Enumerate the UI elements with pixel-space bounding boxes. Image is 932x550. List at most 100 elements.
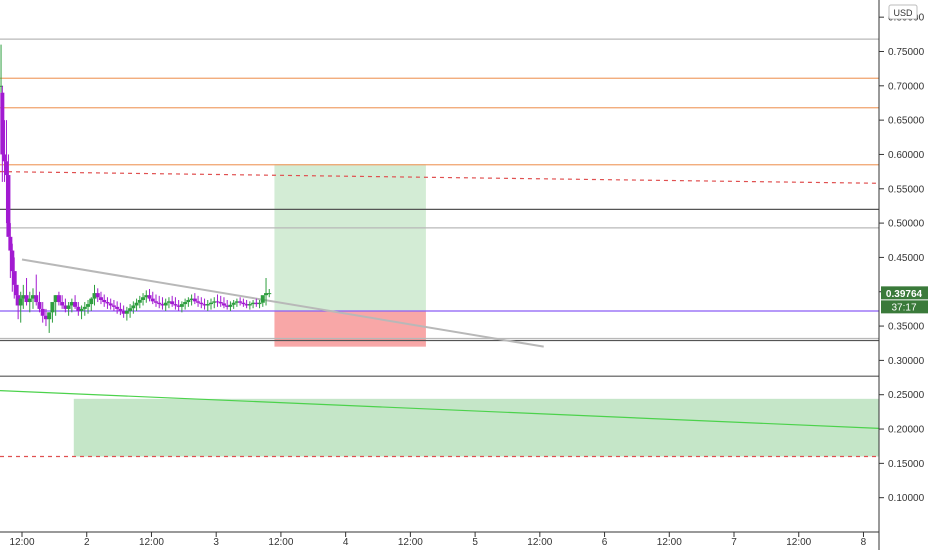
- candle-39[interactable]: [111, 299, 116, 311]
- candle-29[interactable]: [79, 305, 84, 320]
- candle-15[interactable]: [34, 274, 39, 306]
- candle-36[interactable]: [102, 294, 107, 307]
- candle-30[interactable]: [82, 302, 87, 316]
- candle-38[interactable]: [108, 298, 113, 310]
- candle-23[interactable]: [60, 295, 65, 309]
- candle-78[interactable]: [238, 297, 243, 306]
- candle-59[interactable]: [176, 299, 181, 311]
- candle-26[interactable]: [69, 298, 74, 313]
- candle-53[interactable]: [157, 295, 162, 309]
- candle-42[interactable]: [121, 305, 126, 318]
- candle-34[interactable]: [95, 288, 100, 303]
- candle-1[interactable]: [0, 85, 5, 182]
- candle-10[interactable]: [18, 291, 23, 323]
- candle-13[interactable]: [27, 291, 32, 313]
- price-tick-label: 0.30000: [888, 356, 925, 367]
- candle-74[interactable]: [225, 299, 230, 310]
- candle-32[interactable]: [89, 297, 94, 311]
- trend-line-2[interactable]: [21, 258, 544, 348]
- candle-35[interactable]: [98, 291, 103, 305]
- candle-body: [66, 305, 71, 309]
- candle-43[interactable]: [124, 306, 129, 321]
- candle-79[interactable]: [241, 298, 246, 307]
- candle-66[interactable]: [199, 297, 204, 309]
- candle-28[interactable]: [76, 302, 81, 316]
- trend-line-0[interactable]: [0, 389, 880, 429]
- candle-84[interactable]: [257, 299, 262, 309]
- candle-17[interactable]: [40, 302, 45, 323]
- candle-46[interactable]: [134, 298, 139, 311]
- candle-25[interactable]: [66, 302, 71, 316]
- candle-80[interactable]: [244, 299, 249, 309]
- price-tick-label: 0.65000: [888, 116, 925, 127]
- candle-11[interactable]: [21, 284, 26, 309]
- candle-58[interactable]: [173, 297, 178, 310]
- candle-68[interactable]: [205, 299, 210, 311]
- candle-65[interactable]: [196, 295, 201, 307]
- candle-body: [241, 302, 246, 305]
- candle-50[interactable]: [147, 288, 152, 302]
- candle-60[interactable]: [179, 301, 184, 313]
- candle-61[interactable]: [183, 298, 188, 310]
- candle-0[interactable]: [0, 44, 4, 93]
- candle-16[interactable]: [37, 291, 42, 313]
- candle-body: [234, 301, 239, 303]
- candle-72[interactable]: [218, 295, 223, 307]
- candle-52[interactable]: [153, 294, 158, 307]
- candle-77[interactable]: [234, 298, 239, 307]
- candle-45[interactable]: [131, 301, 136, 314]
- candle-76[interactable]: [231, 299, 236, 309]
- candle-62[interactable]: [186, 297, 191, 307]
- candle-57[interactable]: [170, 295, 175, 307]
- candle-14[interactable]: [31, 288, 36, 309]
- candle-4[interactable]: [6, 154, 11, 237]
- candle-44[interactable]: [128, 304, 133, 318]
- candle-82[interactable]: [251, 299, 256, 309]
- candle-47[interactable]: [137, 295, 142, 309]
- price-tick-label: 0.25000: [888, 390, 925, 401]
- zone-2[interactable]: [73, 398, 879, 457]
- candle-71[interactable]: [215, 294, 220, 307]
- candle-67[interactable]: [202, 298, 207, 310]
- candle-69[interactable]: [209, 298, 214, 310]
- candle-87[interactable]: [267, 288, 272, 298]
- price-axis-bg[interactable]: [880, 0, 932, 532]
- candle-37[interactable]: [105, 297, 110, 309]
- candle-83[interactable]: [254, 298, 259, 307]
- candle-81[interactable]: [247, 301, 252, 310]
- candle-64[interactable]: [192, 293, 197, 305]
- candle-22[interactable]: [56, 291, 61, 306]
- candle-49[interactable]: [144, 290, 149, 303]
- currency-badge[interactable]: USD: [888, 4, 918, 20]
- candle-55[interactable]: [163, 298, 168, 311]
- candle-9[interactable]: [16, 284, 21, 320]
- candle-31[interactable]: [86, 299, 91, 314]
- candle-body: [4, 161, 9, 176]
- candle-24[interactable]: [63, 298, 68, 313]
- candle-63[interactable]: [189, 294, 194, 306]
- candle-body: [37, 302, 42, 309]
- zone-0[interactable]: [274, 164, 426, 311]
- candle-body: [86, 304, 91, 307]
- candle-27[interactable]: [73, 295, 78, 309]
- candle-56[interactable]: [166, 297, 171, 309]
- trend-line-1[interactable]: [0, 171, 880, 184]
- candle-75[interactable]: [228, 301, 233, 311]
- candle-19[interactable]: [47, 312, 52, 333]
- candle-41[interactable]: [118, 302, 123, 316]
- candle-51[interactable]: [150, 291, 155, 305]
- candle-18[interactable]: [43, 308, 48, 327]
- candle-70[interactable]: [212, 297, 217, 309]
- candle-54[interactable]: [160, 297, 165, 310]
- candle-85[interactable]: [260, 295, 265, 307]
- candle-21[interactable]: [53, 295, 58, 316]
- candle-48[interactable]: [141, 293, 146, 306]
- zone-1[interactable]: [274, 310, 426, 347]
- candle-40[interactable]: [115, 301, 120, 314]
- candle-73[interactable]: [221, 297, 226, 309]
- candle-33[interactable]: [92, 284, 97, 306]
- candle-12[interactable]: [24, 278, 29, 306]
- candle-20[interactable]: [50, 302, 55, 323]
- candle-86[interactable]: [264, 278, 269, 306]
